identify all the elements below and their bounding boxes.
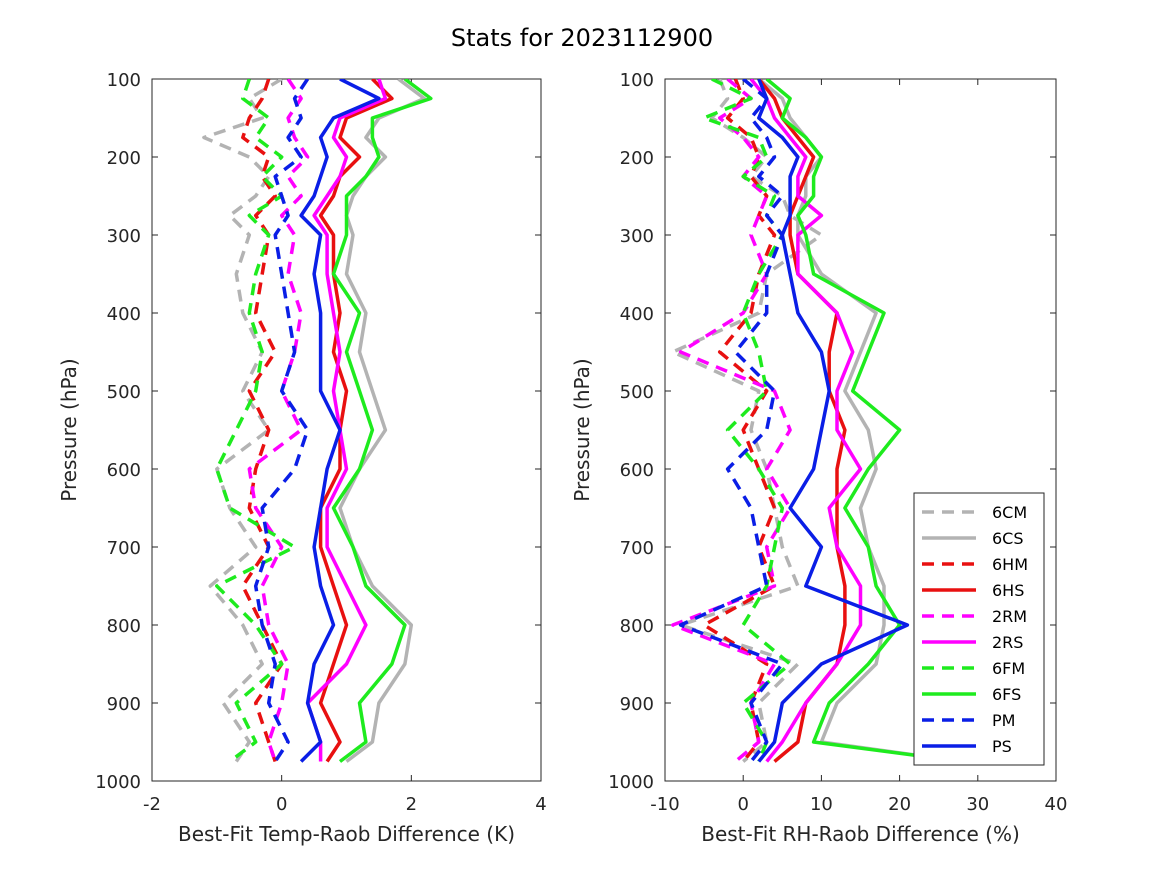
x-axis-label: Best-Fit Temp-Raob Difference (K): [178, 822, 515, 846]
y-tick-label: 700: [620, 538, 654, 559]
x-tick-label: 40: [1045, 794, 1068, 815]
y-tick-label: 200: [620, 148, 654, 169]
x-tick-label: 4: [535, 794, 546, 815]
legend-label-6fs: 6FS: [992, 685, 1021, 704]
legend-label-ps: PS: [992, 737, 1012, 756]
series-line-6cm: [671, 79, 824, 763]
y-tick-label: 200: [107, 148, 141, 169]
x-tick-label: 2: [406, 794, 417, 815]
legend-label-6hs: 6HS: [992, 581, 1024, 600]
y-tick-label: 100: [620, 70, 654, 91]
y-axis-label: Pressure (hPa): [57, 358, 81, 501]
y-tick-label: 600: [107, 460, 141, 481]
chart-panels: -2 0 2 41002003004005006007008009001000Best…: [57, 70, 1067, 846]
y-tick-label: 300: [107, 226, 141, 247]
series-line-2rs: [305, 79, 388, 762]
series-line-6cs: [338, 79, 427, 763]
series-group: [671, 79, 963, 764]
legend-box: [913, 492, 1045, 766]
y-tick-label: 900: [107, 694, 141, 715]
series-line-6fs: [765, 79, 963, 764]
chart-panel-2: -10 0 10 20 30 40 100 200 300 400 500 600 700 800 900 1…: [570, 70, 1067, 846]
y-tick-label: 100: [107, 70, 141, 91]
legend: 6CM 6CS 6HM 6HS 2RM 2RS 6FM 6FS PM PS: [913, 492, 1045, 766]
series-line-6fm: [215, 79, 297, 763]
plot-area: [151, 78, 542, 782]
series-line-6hm: [241, 79, 284, 763]
y-tick-label: 400: [620, 304, 654, 325]
x-tick-label: 10: [810, 794, 833, 815]
y-axis-label: Pressure (hPa): [570, 358, 594, 501]
y-tick-label: 400: [107, 304, 141, 325]
x-tick-label: 20: [888, 794, 911, 815]
y-tick-label: 300: [620, 226, 654, 247]
legend-label-6fm: 6FM: [992, 659, 1025, 678]
legend-label-2rs: 2RS: [992, 633, 1023, 652]
x-tick-label: 0: [276, 794, 287, 815]
y-tick-label: 1000: [608, 772, 654, 793]
chart-panel-1: -2 0 2 4 100 200 300 400 500 600 700 800 900 1000 Best…: [57, 70, 547, 846]
y-tick-label: 700: [107, 538, 141, 559]
series-line-ps: [299, 79, 381, 763]
y-tick-label: 500: [107, 382, 141, 403]
series-line-ps: [757, 79, 910, 763]
series-line-6hm: [702, 79, 777, 763]
series-line-2rm: [247, 79, 310, 763]
series-line-6hs: [318, 79, 394, 763]
series-line-2rm: [671, 79, 792, 763]
series-line-6fm: [702, 79, 792, 763]
x-axis-label: Best-Fit RH-Raob Difference (%): [701, 822, 1020, 846]
x-tick-label: 30: [966, 794, 989, 815]
legend-label-pm: PM: [992, 711, 1015, 730]
y-tick-label: 800: [620, 616, 654, 637]
series-line-2rs: [749, 79, 863, 763]
series-line-pm: [253, 79, 310, 763]
x-tick-label: -2: [143, 794, 161, 815]
series-group: [202, 79, 433, 763]
x-tick-label: -10: [650, 794, 679, 815]
y-tick-label: 500: [620, 382, 654, 403]
figure-title: Stats for 2023112900: [451, 24, 713, 52]
y-tick-label: 900: [620, 694, 654, 715]
y-tick-label: 600: [620, 460, 654, 481]
legend-label-6cm: 6CM: [992, 503, 1027, 522]
legend-label-6hm: 6HM: [992, 555, 1028, 574]
y-tick-label: 1000: [95, 772, 141, 793]
series-line-6hs: [757, 79, 847, 763]
series-line-6fs: [331, 79, 433, 763]
y-tick-label: 800: [107, 616, 141, 637]
legend-label-2rm: 2RM: [992, 607, 1027, 626]
series-line-pm: [678, 79, 785, 763]
x-tick-label: 0: [737, 794, 748, 815]
legend-label-6cs: 6CS: [992, 529, 1024, 548]
